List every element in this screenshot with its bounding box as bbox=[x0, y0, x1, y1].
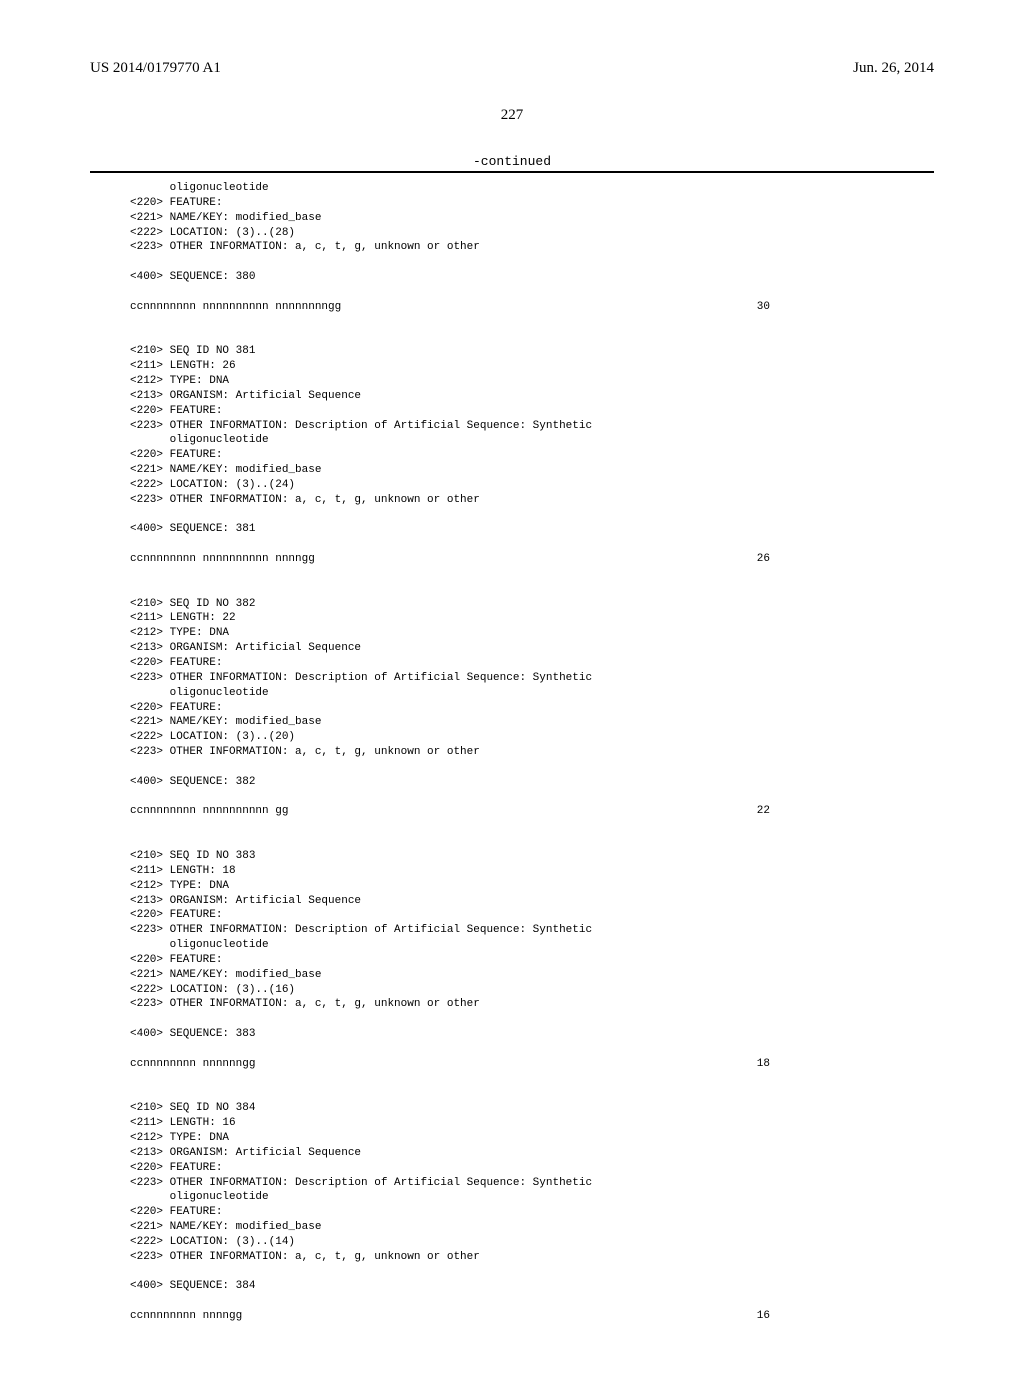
listing-line bbox=[130, 567, 934, 582]
sequence-length: 18 bbox=[757, 1057, 770, 1072]
listing-line bbox=[130, 582, 934, 597]
listing-line: <220> FEATURE: bbox=[130, 404, 934, 419]
listing-line: <223> OTHER INFORMATION: a, c, t, g, unk… bbox=[130, 1250, 934, 1265]
listing-line: <213> ORGANISM: Artificial Sequence bbox=[130, 894, 934, 909]
publication-date: Jun. 26, 2014 bbox=[853, 60, 934, 77]
listing-line: <223> OTHER INFORMATION: a, c, t, g, unk… bbox=[130, 240, 934, 255]
listing-line bbox=[130, 1339, 934, 1354]
sequence-row: ccnnnnnnnn nnnnnnnnnn nnnnnnnngg 30 bbox=[130, 300, 770, 315]
listing-line: <222> LOCATION: (3)..(16) bbox=[130, 983, 934, 998]
listing-line: <220> FEATURE: bbox=[130, 1205, 934, 1220]
listing-line: oligonucleotide bbox=[130, 433, 934, 448]
listing-line: <212> TYPE: DNA bbox=[130, 626, 934, 641]
listing-line: <211> LENGTH: 18 bbox=[130, 864, 934, 879]
sequence-row: ccnnnnnnnn nnnnnnnnnn nnnngg 26 bbox=[130, 552, 770, 567]
listing-line: <210> SEQ ID NO 383 bbox=[130, 849, 934, 864]
listing-line: <221> NAME/KEY: modified_base bbox=[130, 211, 934, 226]
sequence-length: 26 bbox=[757, 552, 770, 567]
listing-line bbox=[130, 819, 934, 834]
listing-line: <223> OTHER INFORMATION: Description of … bbox=[130, 1176, 934, 1191]
sequence-row: ccnnnnnnnn nnnnnnnnnn gg 22 bbox=[130, 804, 770, 819]
listing-line bbox=[130, 508, 934, 523]
horizontal-rule bbox=[90, 171, 934, 173]
listing-line: <223> OTHER INFORMATION: a, c, t, g, unk… bbox=[130, 493, 934, 508]
listing-line: <213> ORGANISM: Artificial Sequence bbox=[130, 1146, 934, 1161]
listing-line: <220> FEATURE: bbox=[130, 656, 934, 671]
sequence-text: ccnnnnnnnn nnnnnnnnnn nnnngg bbox=[130, 552, 315, 567]
listing-line: <210> SEQ ID NO 381 bbox=[130, 344, 934, 359]
listing-line bbox=[130, 329, 934, 344]
listing-line: <212> TYPE: DNA bbox=[130, 1131, 934, 1146]
publication-number: US 2014/0179770 A1 bbox=[90, 60, 221, 77]
listing-line: <223> OTHER INFORMATION: a, c, t, g, unk… bbox=[130, 997, 934, 1012]
listing-line: <223> OTHER INFORMATION: a, c, t, g, unk… bbox=[130, 745, 934, 760]
listing-line: <400> SEQUENCE: 383 bbox=[130, 1027, 934, 1042]
listing-line: <220> FEATURE: bbox=[130, 953, 934, 968]
listing-line bbox=[130, 1086, 934, 1101]
listing-line: <210> SEQ ID NO 382 bbox=[130, 597, 934, 612]
page-number: 227 bbox=[90, 107, 934, 124]
listing-line: <221> NAME/KEY: modified_base bbox=[130, 715, 934, 730]
listing-line: <223> OTHER INFORMATION: Description of … bbox=[130, 923, 934, 938]
listing-line: <212> TYPE: DNA bbox=[130, 879, 934, 894]
listing-line: <220> FEATURE: bbox=[130, 701, 934, 716]
continued-label: -continued bbox=[90, 154, 934, 169]
listing-line bbox=[130, 1324, 934, 1339]
listing-line: <221> NAME/KEY: modified_base bbox=[130, 1220, 934, 1235]
listing-line: <211> LENGTH: 26 bbox=[130, 359, 934, 374]
listing-line: <400> SEQUENCE: 381 bbox=[130, 522, 934, 537]
page-header: US 2014/0179770 A1 Jun. 26, 2014 bbox=[90, 60, 934, 77]
listing-line bbox=[130, 1012, 934, 1027]
listing-line bbox=[130, 285, 934, 300]
listing-line: <220> FEATURE: bbox=[130, 196, 934, 211]
listing-line: <212> TYPE: DNA bbox=[130, 374, 934, 389]
listing-line: <221> NAME/KEY: modified_base bbox=[130, 463, 934, 478]
listing-line bbox=[130, 537, 934, 552]
listing-line: <211> LENGTH: 22 bbox=[130, 611, 934, 626]
listing-line: <222> LOCATION: (3)..(28) bbox=[130, 226, 934, 241]
listing-line bbox=[130, 834, 934, 849]
listing-line bbox=[130, 315, 934, 330]
listing-line bbox=[130, 1294, 934, 1309]
listing-line: <210> SEQ ID NO 384 bbox=[130, 1101, 934, 1116]
sequence-text: ccnnnnnnnn nnnngg bbox=[130, 1309, 242, 1324]
listing-line: <400> SEQUENCE: 382 bbox=[130, 775, 934, 790]
listing-line bbox=[130, 1265, 934, 1280]
listing-line: <221> NAME/KEY: modified_base bbox=[130, 968, 934, 983]
sequence-length: 30 bbox=[757, 300, 770, 315]
listing-line: <222> LOCATION: (3)..(14) bbox=[130, 1235, 934, 1250]
listing-line bbox=[130, 1042, 934, 1057]
listing-line: <220> FEATURE: bbox=[130, 908, 934, 923]
sequence-listing: oligonucleotide<220> FEATURE:<221> NAME/… bbox=[90, 181, 934, 1354]
listing-line: <400> SEQUENCE: 384 bbox=[130, 1279, 934, 1294]
listing-line: <213> ORGANISM: Artificial Sequence bbox=[130, 641, 934, 656]
listing-line: <211> LENGTH: 16 bbox=[130, 1116, 934, 1131]
listing-line: <220> FEATURE: bbox=[130, 1161, 934, 1176]
listing-line: oligonucleotide bbox=[130, 938, 934, 953]
listing-line: <400> SEQUENCE: 380 bbox=[130, 270, 934, 285]
listing-line: <222> LOCATION: (3)..(24) bbox=[130, 478, 934, 493]
sequence-row: ccnnnnnnnn nnnnnngg 18 bbox=[130, 1057, 770, 1072]
page-container: US 2014/0179770 A1 Jun. 26, 2014 227 -co… bbox=[0, 0, 1024, 1394]
listing-line: oligonucleotide bbox=[130, 686, 934, 701]
listing-line bbox=[130, 760, 934, 775]
listing-line bbox=[130, 1072, 934, 1087]
listing-line: <213> ORGANISM: Artificial Sequence bbox=[130, 389, 934, 404]
listing-line: <220> FEATURE: bbox=[130, 448, 934, 463]
sequence-text: ccnnnnnnnn nnnnnnnnnn gg bbox=[130, 804, 288, 819]
listing-line: oligonucleotide bbox=[130, 181, 934, 196]
listing-line: <222> LOCATION: (3)..(20) bbox=[130, 730, 934, 745]
listing-line: <223> OTHER INFORMATION: Description of … bbox=[130, 419, 934, 434]
sequence-row: ccnnnnnnnn nnnngg 16 bbox=[130, 1309, 770, 1324]
listing-line: <223> OTHER INFORMATION: Description of … bbox=[130, 671, 934, 686]
listing-line bbox=[130, 255, 934, 270]
listing-line bbox=[130, 790, 934, 805]
sequence-text: ccnnnnnnnn nnnnnngg bbox=[130, 1057, 255, 1072]
sequence-length: 16 bbox=[757, 1309, 770, 1324]
sequence-length: 22 bbox=[757, 804, 770, 819]
sequence-text: ccnnnnnnnn nnnnnnnnnn nnnnnnnngg bbox=[130, 300, 341, 315]
listing-line: oligonucleotide bbox=[130, 1190, 934, 1205]
